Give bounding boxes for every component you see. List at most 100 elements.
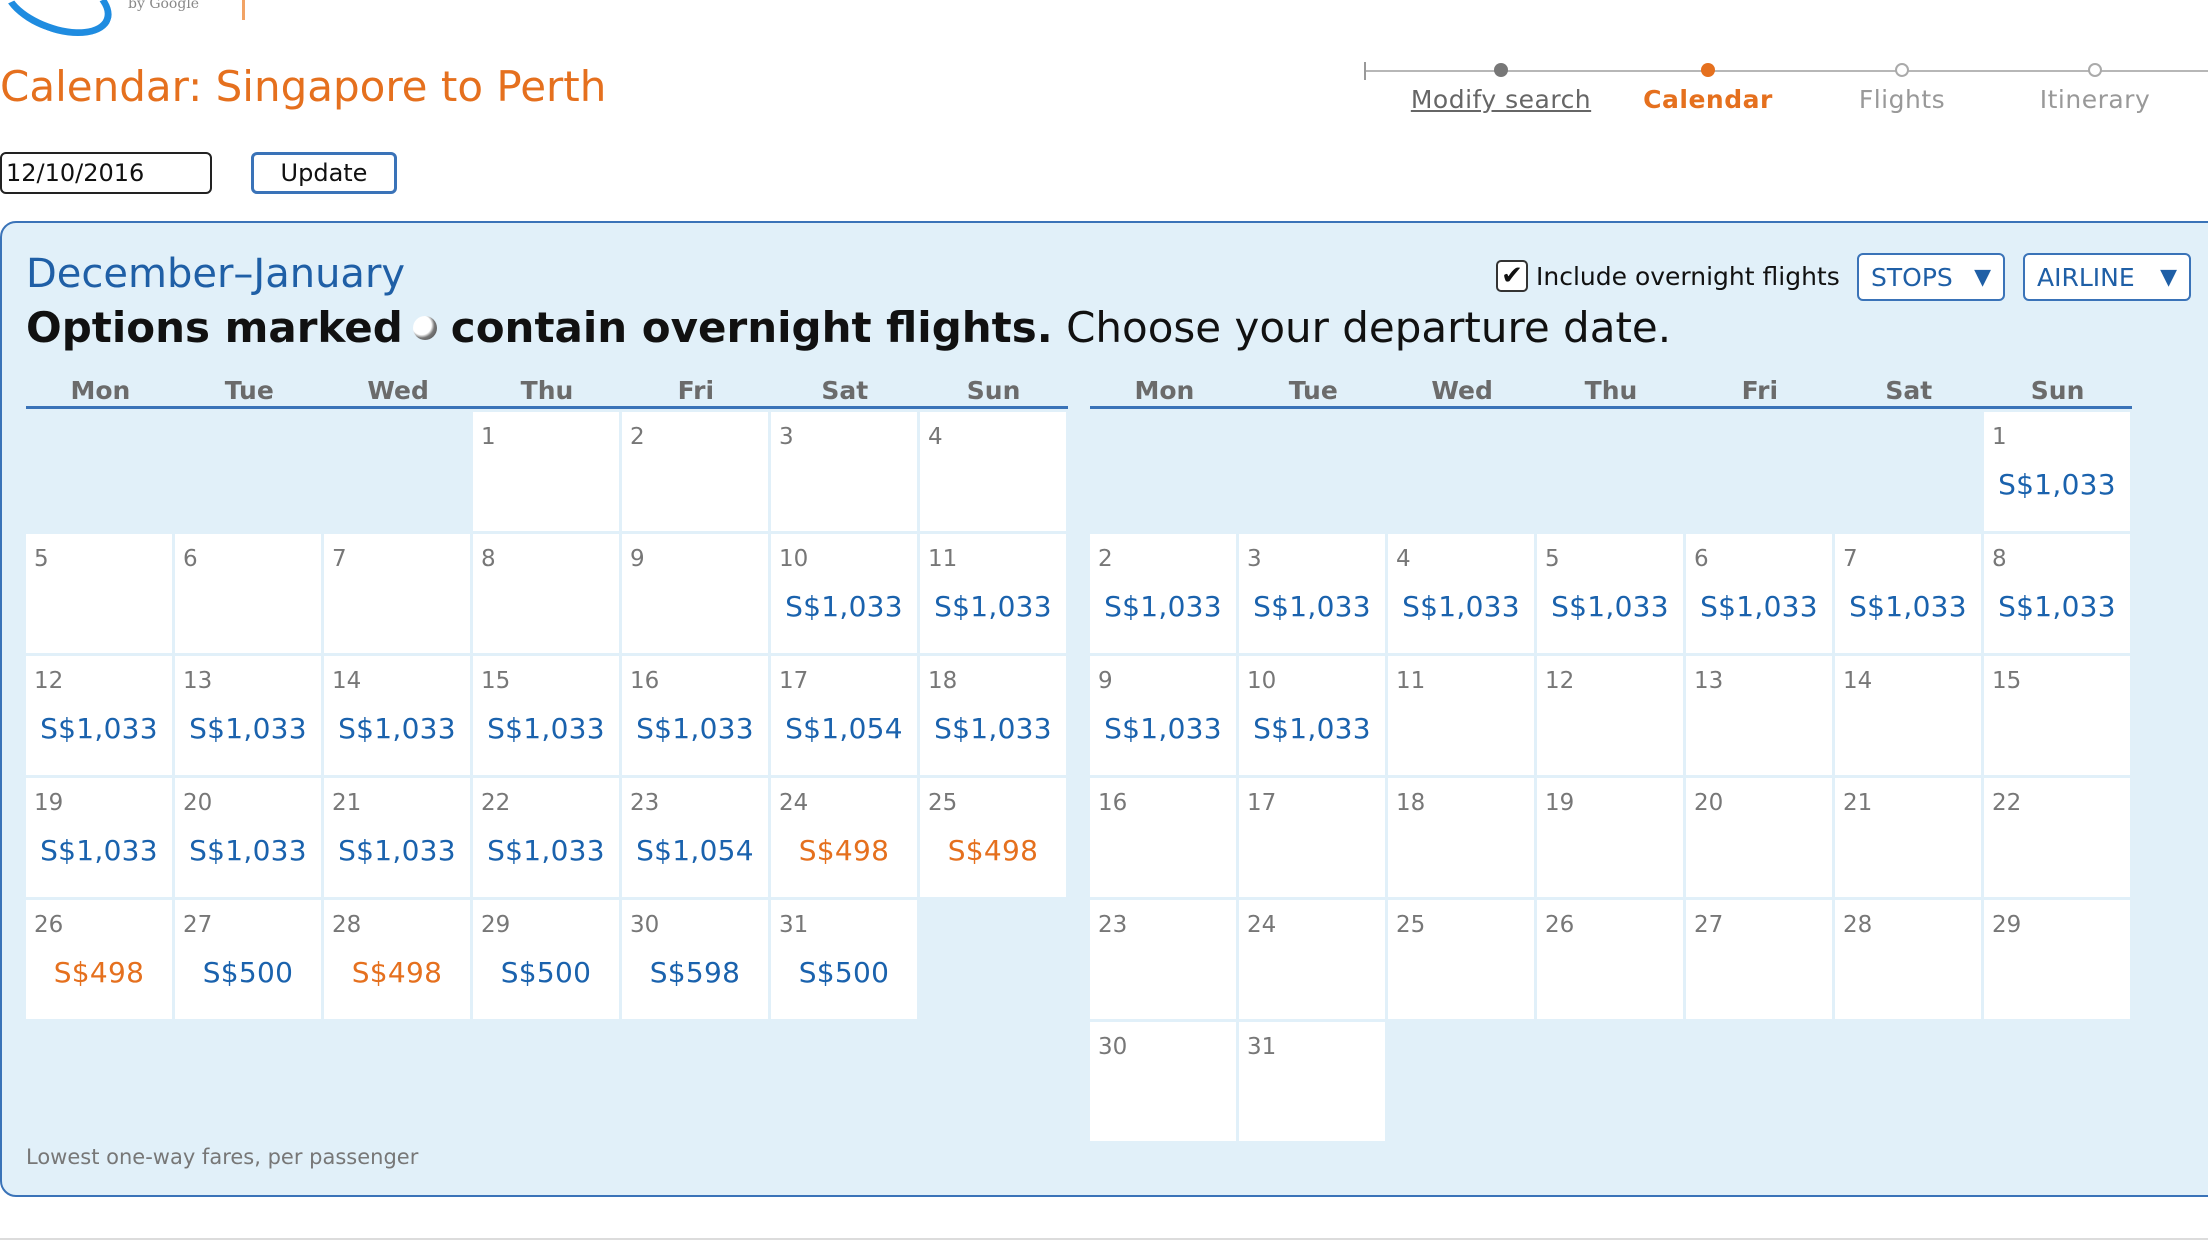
weekday-label: Thu (520, 376, 574, 405)
calendar-day-cell[interactable]: 31 S$500 (771, 900, 917, 1019)
calendar-day-cell[interactable]: 16 S$1,033 (622, 656, 768, 775)
day-number: 31 (1247, 1034, 1277, 1060)
day-number: 2 (630, 424, 645, 450)
day-number: 1 (1992, 424, 2007, 450)
day-number: 16 (630, 668, 660, 694)
day-number: 23 (630, 790, 660, 816)
calendar-day-cell[interactable]: 25 S$498 (920, 778, 1066, 897)
calendar-day-cell[interactable]: 17 S$1,054 (771, 656, 917, 775)
calendar-day-cell[interactable]: 10 S$1,033 (771, 534, 917, 653)
overnight-label[interactable]: Include overnight flights (1536, 261, 1840, 291)
fare-price-link[interactable]: S$1,033 (1104, 590, 1222, 623)
fare-price-link[interactable]: S$1,033 (189, 712, 307, 745)
fare-price-link[interactable]: S$500 (202, 956, 294, 989)
calendar-day-cell[interactable]: 14 S$1,033 (324, 656, 470, 775)
calendar-day-cell: 26 (1537, 900, 1683, 1019)
calendar-empty-cell (175, 412, 321, 531)
calendar-day-cell[interactable]: 21 S$1,033 (324, 778, 470, 897)
brand-tagline: by Google (128, 0, 200, 12)
step-label: Itinerary (2039, 85, 2151, 114)
fare-price-link[interactable]: S$498 (798, 834, 890, 867)
airline-filter-button[interactable]: AIRLINE ▼ (2023, 253, 2191, 301)
calendar-day-cell[interactable]: 2 S$1,033 (1090, 534, 1236, 653)
calendar-day-cell[interactable]: 29 S$500 (473, 900, 619, 1019)
fare-price-link[interactable]: S$500 (798, 956, 890, 989)
fare-price-link[interactable]: S$1,033 (1998, 468, 2116, 501)
calendar-day-cell[interactable]: 5 S$1,033 (1537, 534, 1683, 653)
day-number: 21 (332, 790, 362, 816)
fare-price-link[interactable]: S$1,033 (1402, 590, 1520, 623)
day-number: 7 (332, 546, 347, 572)
calendar-day-cell[interactable]: 7 S$1,033 (1835, 534, 1981, 653)
fare-price-link[interactable]: S$1,033 (189, 834, 307, 867)
calendar-day-cell[interactable]: 26 S$498 (26, 900, 172, 1019)
overnight-checkbox[interactable]: ✔ (1496, 260, 1528, 292)
weekday-label: Fri (1741, 376, 1779, 405)
calendar-day-cell[interactable]: 18 S$1,033 (920, 656, 1066, 775)
overnight-toggle[interactable]: ✔ Include overnight flights (1496, 260, 1840, 292)
fare-price-link[interactable]: S$1,033 (338, 834, 456, 867)
fare-price-link[interactable]: S$498 (53, 956, 145, 989)
fare-price-link[interactable]: S$1,033 (338, 712, 456, 745)
calendar-panel: December–January Options marked contain o… (0, 221, 2208, 1197)
fare-price-link[interactable]: S$1,033 (934, 712, 1052, 745)
fare-price-link[interactable]: S$1,033 (487, 834, 605, 867)
calendar-day-cell: 25 (1388, 900, 1534, 1019)
calendar-day-cell[interactable]: 4 S$1,033 (1388, 534, 1534, 653)
calendar-day-cell[interactable]: 22 S$1,033 (473, 778, 619, 897)
stops-filter-button[interactable]: STOPS ▼ (1857, 253, 2005, 301)
departure-date-input[interactable] (0, 152, 212, 194)
fare-price-link[interactable]: S$1,033 (785, 590, 903, 623)
calendar-day-cell[interactable]: 28 S$498 (324, 900, 470, 1019)
calendar-day-cell: 16 (1090, 778, 1236, 897)
day-number: 1 (481, 424, 496, 450)
calendar-day-cell[interactable]: 24 S$498 (771, 778, 917, 897)
fare-price-link[interactable]: S$1,033 (40, 834, 158, 867)
fare-price-link[interactable]: S$498 (947, 834, 1039, 867)
calendar-day-cell: 17 (1239, 778, 1385, 897)
day-number: 12 (34, 668, 64, 694)
calendar-day-cell[interactable]: 20 S$1,033 (175, 778, 321, 897)
day-number: 21 (1843, 790, 1873, 816)
calendar-day-cell: 6 (175, 534, 321, 653)
day-number: 25 (928, 790, 958, 816)
fare-price-link[interactable]: S$1,033 (1551, 590, 1669, 623)
fare-price-link[interactable]: S$1,033 (934, 590, 1052, 623)
calendar-day-cell[interactable]: 3 S$1,033 (1239, 534, 1385, 653)
fare-price-link[interactable]: S$1,033 (1700, 590, 1818, 623)
calendar-day-cell[interactable]: 27 S$500 (175, 900, 321, 1019)
calendar-day-cell[interactable]: 13 S$1,033 (175, 656, 321, 775)
calendar-day-cell[interactable]: 8 S$1,033 (1984, 534, 2130, 653)
fare-price-link[interactable]: S$1,054 (785, 712, 903, 745)
calendar-day-cell[interactable]: 10 S$1,033 (1239, 656, 1385, 775)
fare-price-link[interactable]: S$598 (649, 956, 741, 989)
calendar-empty-cell (26, 412, 172, 531)
day-number: 25 (1396, 912, 1426, 938)
fare-price-link[interactable]: S$1,033 (636, 712, 754, 745)
day-number: 29 (481, 912, 511, 938)
day-number: 19 (1545, 790, 1575, 816)
fare-price-link[interactable]: S$1,033 (1104, 712, 1222, 745)
calendar-day-cell[interactable]: 11 S$1,033 (920, 534, 1066, 653)
calendar-day-cell[interactable]: 15 S$1,033 (473, 656, 619, 775)
calendar-day-cell[interactable]: 23 S$1,054 (622, 778, 768, 897)
calendar-day-cell[interactable]: 19 S$1,033 (26, 778, 172, 897)
calendar-day-cell[interactable]: 6 S$1,033 (1686, 534, 1832, 653)
fare-price-link[interactable]: S$1,033 (1253, 590, 1371, 623)
fare-price-link[interactable]: S$1,033 (1998, 590, 2116, 623)
fare-price-link[interactable]: S$1,033 (487, 712, 605, 745)
calendar-day-cell[interactable]: 12 S$1,033 (26, 656, 172, 775)
fare-price-link[interactable]: S$498 (351, 956, 443, 989)
fare-price-link[interactable]: S$1,033 (1849, 590, 1967, 623)
fare-price-link[interactable]: S$1,054 (636, 834, 754, 867)
calendar-day-cell[interactable]: 9 S$1,033 (1090, 656, 1236, 775)
calendar-day-cell[interactable]: 1 S$1,033 (1984, 412, 2130, 531)
fare-price-link[interactable]: S$1,033 (1253, 712, 1371, 745)
overnight-moon-icon (412, 315, 437, 340)
update-button[interactable]: Update (251, 152, 397, 194)
step-label[interactable]: Modify search (1410, 85, 1592, 114)
fare-price-link[interactable]: S$500 (500, 956, 592, 989)
fare-price-link[interactable]: S$1,033 (40, 712, 158, 745)
step-modify-search[interactable]: Modify search (1401, 60, 1601, 114)
calendar-day-cell[interactable]: 30 S$598 (622, 900, 768, 1019)
